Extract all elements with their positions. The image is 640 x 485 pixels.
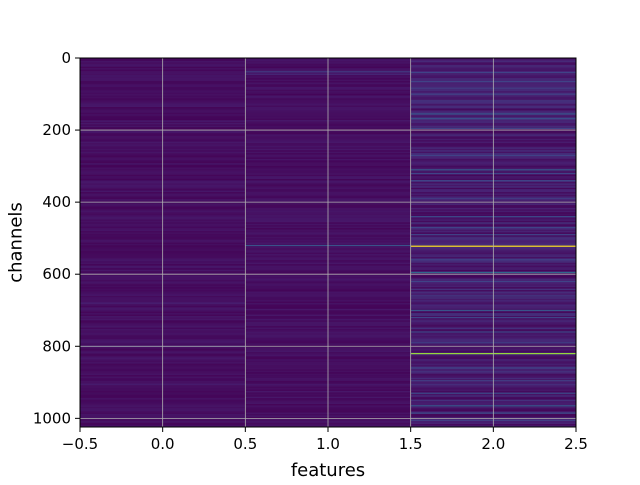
y-tick-label: 800: [42, 337, 71, 355]
x-tick-label: 0.0: [151, 435, 175, 453]
x-tick-label: 0.5: [233, 435, 257, 453]
x-tick-label: 1.0: [316, 435, 340, 453]
grid-lines: [79, 57, 577, 427]
y-axis-label: channels: [6, 202, 27, 283]
x-tick-label: 1.5: [399, 435, 423, 453]
x-tick-label: 2.0: [481, 435, 505, 453]
x-axis-label: features: [291, 460, 365, 480]
x-axis: −0.5 0.0 0.5 1.0 1.5 2.0 2.5: [62, 427, 588, 453]
x-tick-label: 2.5: [564, 435, 588, 453]
y-tick-label: 200: [42, 121, 71, 139]
y-tick-label: 0: [61, 49, 71, 67]
y-tick-label: 400: [42, 193, 71, 211]
y-tick-label: 1000: [33, 409, 71, 427]
x-tick-label: −0.5: [62, 435, 98, 453]
y-tick-label: 600: [42, 265, 71, 283]
y-axis: 0 200 400 600 800 1000: [33, 49, 80, 427]
